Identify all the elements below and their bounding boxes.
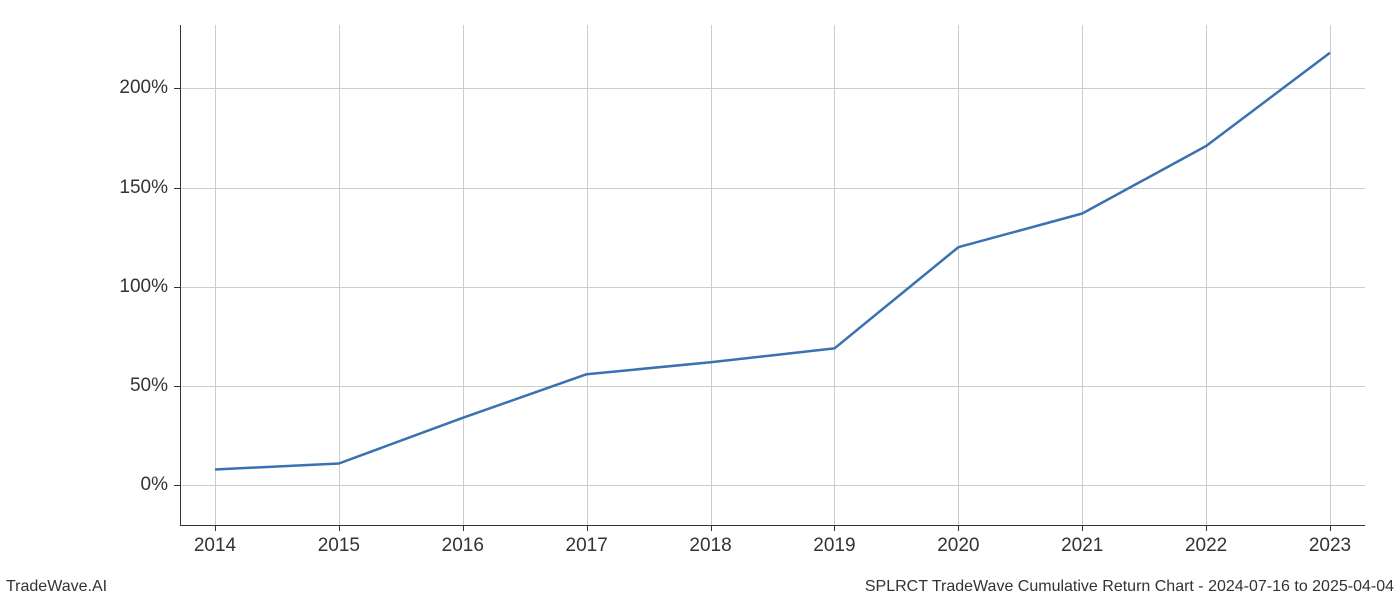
x-tick-mark bbox=[1330, 525, 1331, 531]
y-axis-label: 50% bbox=[130, 375, 168, 397]
x-tick-mark bbox=[1082, 525, 1083, 531]
x-axis-label: 2019 bbox=[813, 535, 855, 557]
y-axis-label: 200% bbox=[119, 77, 168, 99]
x-axis-label: 2020 bbox=[937, 535, 979, 557]
y-tick-mark bbox=[174, 386, 180, 387]
footer-left-text: TradeWave.AI bbox=[6, 578, 107, 596]
line-series-svg bbox=[180, 25, 1365, 525]
plot-area bbox=[180, 25, 1365, 525]
x-tick-mark bbox=[834, 525, 835, 531]
chart-container: TradeWave.AI SPLRCT TradeWave Cumulative… bbox=[0, 0, 1400, 600]
cumulative-return-line bbox=[215, 53, 1330, 470]
y-tick-mark bbox=[174, 287, 180, 288]
x-axis-label: 2015 bbox=[318, 535, 360, 557]
x-tick-mark bbox=[958, 525, 959, 531]
x-tick-mark bbox=[587, 525, 588, 531]
x-axis-label: 2017 bbox=[566, 535, 608, 557]
x-tick-mark bbox=[1206, 525, 1207, 531]
y-tick-mark bbox=[174, 485, 180, 486]
y-axis-label: 100% bbox=[119, 276, 168, 298]
y-axis-label: 150% bbox=[119, 177, 168, 199]
y-axis-label: 0% bbox=[141, 474, 168, 496]
x-axis-label: 2023 bbox=[1309, 535, 1351, 557]
plot-bottom-spine bbox=[180, 525, 1365, 526]
x-tick-mark bbox=[339, 525, 340, 531]
y-tick-mark bbox=[174, 188, 180, 189]
x-axis-label: 2022 bbox=[1185, 535, 1227, 557]
x-axis-label: 2018 bbox=[689, 535, 731, 557]
y-tick-mark bbox=[174, 88, 180, 89]
x-tick-mark bbox=[711, 525, 712, 531]
x-axis-label: 2014 bbox=[194, 535, 236, 557]
x-axis-label: 2021 bbox=[1061, 535, 1103, 557]
x-tick-mark bbox=[463, 525, 464, 531]
footer-right-text: SPLRCT TradeWave Cumulative Return Chart… bbox=[865, 578, 1394, 596]
x-axis-label: 2016 bbox=[442, 535, 484, 557]
x-tick-mark bbox=[215, 525, 216, 531]
